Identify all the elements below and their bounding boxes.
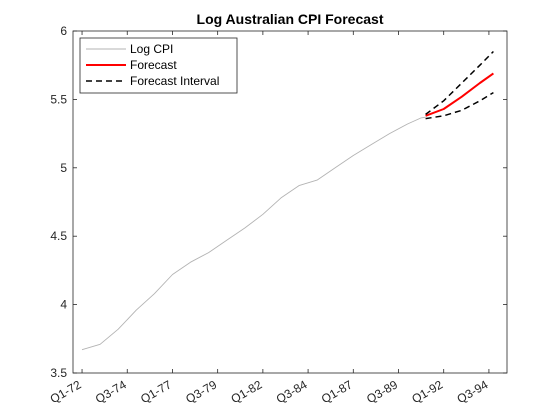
series-line-forecast-interval bbox=[425, 50, 494, 115]
legend-label: Forecast bbox=[130, 58, 177, 72]
y-tick-label: 5 bbox=[60, 161, 67, 175]
y-tick-label: 6 bbox=[60, 24, 67, 38]
series-line-forecast bbox=[425, 72, 494, 117]
legend-label: Log CPI bbox=[130, 42, 173, 56]
y-tick-label: 4.5 bbox=[50, 229, 67, 243]
y-tick-label: 5.5 bbox=[50, 92, 67, 106]
series-line-log-cpi bbox=[81, 116, 426, 351]
y-tick-label: 3.5 bbox=[50, 366, 67, 380]
y-tick-label: 4 bbox=[60, 298, 67, 312]
series-line-lower-interval bbox=[425, 91, 494, 120]
legend-label: Forecast Interval bbox=[130, 74, 219, 88]
chart-title: Log Australian CPI Forecast bbox=[197, 11, 384, 27]
